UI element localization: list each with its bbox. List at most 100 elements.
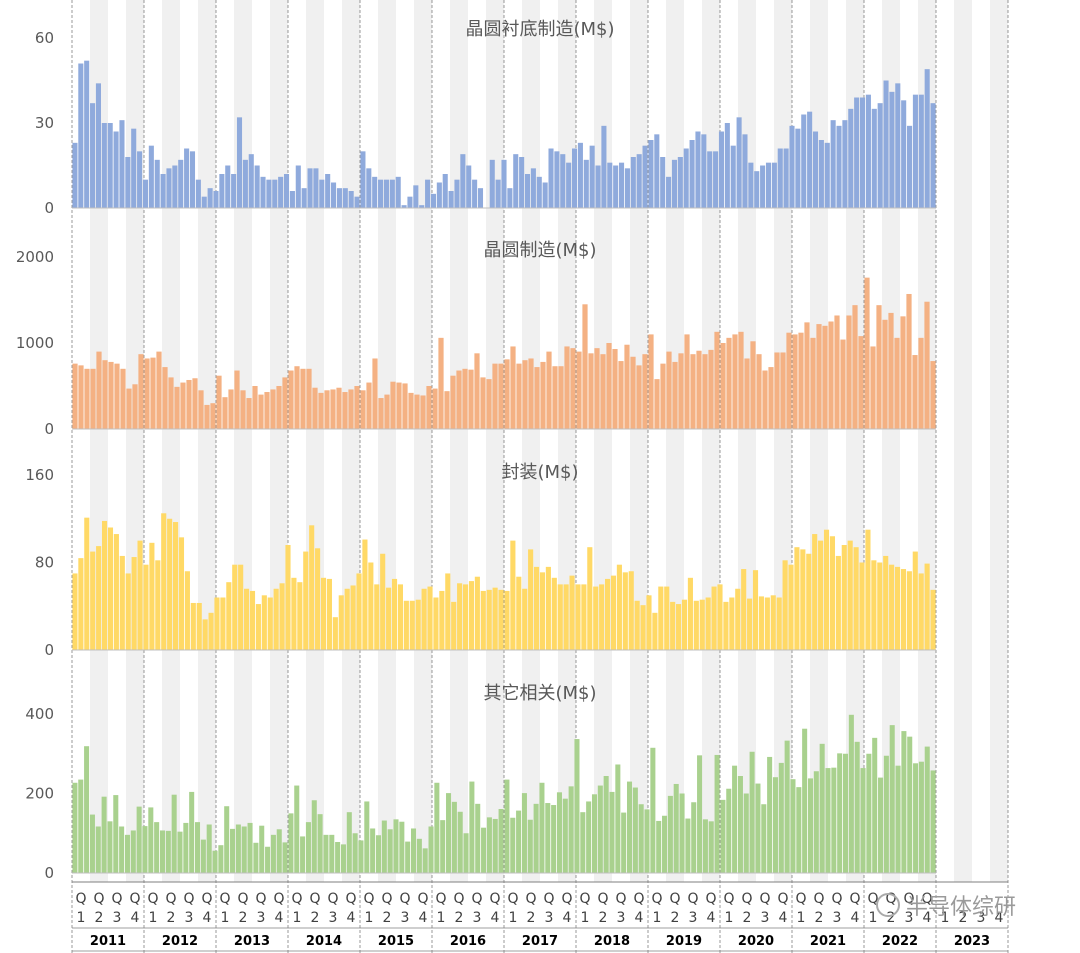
bar [331,182,337,208]
bar [472,179,478,208]
bar [451,801,457,873]
bar [378,398,384,429]
bar [260,176,266,208]
bar [119,120,125,208]
bar [468,581,475,650]
bar [78,558,84,650]
bar [216,375,222,429]
bar [888,312,894,429]
bar [108,361,114,429]
bar [594,348,600,429]
bar [378,179,384,208]
bar [666,176,672,208]
bar [501,159,507,208]
bar [807,111,813,208]
quarter-tick-label: 1 [797,910,806,926]
bar [771,162,777,208]
quarter-tick-label: Q [759,891,770,907]
bar [574,739,580,873]
quarter-band [198,0,216,882]
bar [232,564,238,650]
bar [291,577,297,650]
bar [580,812,586,873]
bar [871,560,877,650]
quarter-tick-label: Q [903,891,914,907]
bar [375,835,382,873]
bar [119,555,125,650]
bar [516,363,522,429]
bar [907,736,913,873]
bar [708,349,714,429]
bar [859,562,865,650]
bar [338,595,344,650]
bar [792,334,798,429]
quarter-tick-label: 2 [311,910,320,926]
quarter-tick-label: 1 [941,910,950,926]
bar [895,83,901,208]
quarter-tick-label: Q [813,891,824,907]
panel-title: 其它相关(M$) [483,683,596,704]
bar [695,131,701,208]
bar [462,368,468,429]
quarter-tick-label: 1 [437,910,446,926]
bar [297,582,303,650]
bar [831,767,837,873]
bar [285,545,291,650]
bar [662,815,668,873]
bar [266,179,272,208]
quarter-tick-label: 4 [131,910,140,926]
quarter-tick-label: Q [219,891,230,907]
y-tick-label: 160 [25,466,54,484]
bar [325,174,331,208]
quarter-tick-label: 2 [671,910,680,926]
quarter-tick-label: Q [561,891,572,907]
bar [247,822,253,873]
bar [189,791,195,873]
quarter-tick-label: Q [849,891,860,907]
bar [522,588,528,650]
bar [912,355,918,429]
bar [836,125,842,208]
bar [101,520,108,650]
bar [835,555,841,650]
bar [498,809,504,873]
bar [495,179,501,208]
bar [136,806,142,873]
bar [159,830,166,873]
bar [802,728,808,873]
quarter-tick-label: 4 [779,910,788,926]
quarter-band [162,0,180,882]
bar [300,368,306,429]
bar [866,753,872,873]
bar [726,788,732,873]
bar [877,103,883,208]
bar [536,176,542,208]
bar [664,586,670,650]
bar [720,799,726,873]
bar [776,597,782,650]
bar [113,131,119,208]
bar [155,560,161,650]
bar [171,794,177,873]
quarter-tick-label: 1 [725,910,734,926]
year-label: 2011 [90,934,126,949]
bar [786,332,792,429]
bar [273,588,279,650]
bar [570,348,576,429]
bar [486,379,492,429]
bar [654,379,660,429]
bar [681,599,688,650]
bar [889,564,895,650]
bar [150,357,156,429]
bar [426,386,432,429]
bar [860,768,866,873]
quarter-tick-label: Q [777,891,788,907]
bar [438,337,444,429]
quarter-tick-label: 2 [887,910,896,926]
bar [401,205,407,208]
bar [148,145,154,208]
quarter-tick-label: 4 [275,910,284,926]
quarter-band [234,0,252,882]
bar [743,793,749,873]
year-label: 2023 [954,934,990,949]
